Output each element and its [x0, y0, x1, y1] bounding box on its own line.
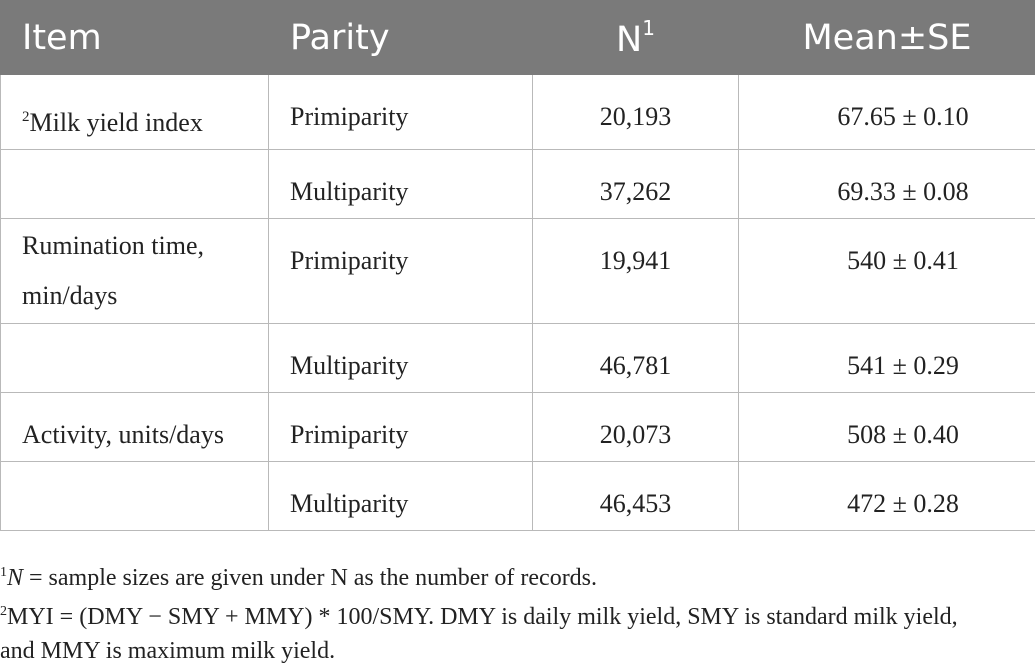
mean-cell: 472 ± 0.28 [738, 461, 1035, 531]
header-item: Item [0, 0, 269, 75]
table-row: Multiparity 46,453 472 ± 0.28 [0, 461, 1035, 531]
mean-cell: 541 ± 0.29 [738, 323, 1035, 393]
footnotes: 1N = sample sizes are given under N as t… [0, 556, 1035, 668]
mean-cell: 67.65 ± 0.10 [738, 74, 1035, 150]
footnote-2: 2MYI = (DMY − SMY + MMY) * 100/SMY. DMY … [0, 595, 1035, 634]
data-table: Item Parity N1 Mean±SE 2Milk yield index… [0, 0, 1035, 531]
n-cell: 46,453 [532, 461, 739, 531]
parity-cell: Multiparity [268, 323, 533, 393]
item-cell: Rumination time, min/days [0, 218, 269, 324]
header-parity: Parity [268, 0, 533, 75]
parity-cell: Primiparity [268, 218, 533, 324]
footnote-1: 1N = sample sizes are given under N as t… [0, 556, 1035, 595]
parity-cell: Primiparity [268, 392, 533, 462]
parity-cell: Primiparity [268, 74, 533, 150]
footnote-1-variable: N [7, 565, 24, 591]
n-cell: 20,073 [532, 392, 739, 462]
item-label: Milk yield index [29, 108, 203, 137]
item-cell: 2Milk yield index [0, 74, 269, 150]
footnote-1-text: = sample sizes are given under N as the … [23, 565, 598, 591]
header-mean: Mean±SE [738, 0, 1035, 75]
mean-cell: 508 ± 0.40 [738, 392, 1035, 462]
n-cell: 19,941 [532, 218, 739, 324]
mean-cell: 69.33 ± 0.08 [738, 149, 1035, 219]
item-cell [0, 149, 269, 219]
header-n: N1 [532, 0, 739, 75]
footnote-2-line-1: MYI = (DMY − SMY + MMY) * 100/SMY. DMY i… [7, 604, 958, 630]
footnote-1-marker: 1 [0, 565, 7, 580]
parity-cell: Multiparity [268, 149, 533, 219]
table-row: 2Milk yield index Primiparity 20,193 67.… [0, 74, 1035, 150]
parity-cell: Multiparity [268, 461, 533, 531]
n-cell: 37,262 [532, 149, 739, 219]
header-n-label: N [616, 19, 643, 60]
item-footnote-marker: 2 [22, 109, 30, 125]
footnote-2-marker: 2 [0, 604, 7, 619]
item-cell [0, 323, 269, 393]
item-cell: Activity, units/days [0, 392, 269, 462]
table-row: Activity, units/days Primiparity 20,073 … [0, 392, 1035, 462]
header-n-footnote-marker: 1 [642, 15, 655, 40]
table-row: Rumination time, min/days Primiparity 19… [0, 218, 1035, 324]
item-cell [0, 461, 269, 531]
n-cell: 20,193 [532, 74, 739, 150]
mean-cell: 540 ± 0.41 [738, 218, 1035, 324]
table-row: Multiparity 37,262 69.33 ± 0.08 [0, 149, 1035, 219]
footnote-2-continued: and MMY is maximum milk yield. [0, 638, 336, 664]
table-header-row: Item Parity N1 Mean±SE [0, 0, 1035, 75]
n-cell: 46,781 [532, 323, 739, 393]
table-row: Multiparity 46,781 541 ± 0.29 [0, 323, 1035, 393]
